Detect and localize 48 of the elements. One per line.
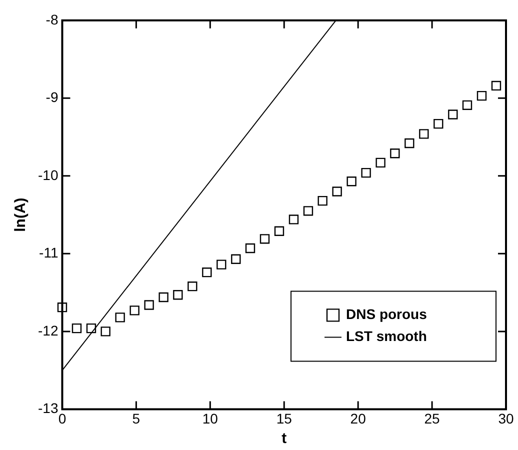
point	[115, 312, 125, 322]
point	[202, 268, 212, 278]
point	[390, 148, 400, 158]
point	[361, 168, 371, 178]
y-tick-label: -10	[38, 166, 58, 183]
point	[476, 90, 487, 101]
point	[245, 243, 256, 254]
x-tick-label: 10	[202, 410, 218, 426]
point	[144, 300, 154, 310]
point	[231, 254, 241, 264]
y-tick-label: -12	[38, 322, 58, 338]
x-tick-label: 15	[276, 410, 292, 426]
point	[491, 80, 502, 91]
point	[173, 290, 183, 300]
point	[100, 326, 110, 336]
point	[419, 129, 429, 139]
legend-label: LST smooth	[346, 328, 427, 344]
point	[448, 110, 458, 120]
y-tick-label: -8	[46, 11, 58, 28]
x-tick-label: 20	[350, 410, 366, 426]
x-tick-label: 30	[498, 410, 514, 426]
y-axis-title: ln(A)	[12, 198, 30, 232]
point	[216, 260, 226, 270]
point	[274, 226, 284, 236]
point	[260, 234, 270, 244]
point	[332, 186, 342, 196]
point	[57, 302, 68, 312]
point	[462, 100, 472, 110]
legend-label: DNS porous	[346, 306, 428, 322]
point	[404, 138, 414, 148]
point	[434, 118, 444, 129]
point	[318, 196, 328, 206]
point	[376, 158, 386, 168]
y-tick-label: -13	[38, 400, 58, 416]
point	[72, 323, 82, 334]
point	[346, 176, 356, 186]
x-tick-label: 0	[58, 410, 66, 426]
x-axis-title: t	[282, 430, 287, 448]
point	[288, 214, 299, 224]
point	[303, 206, 314, 216]
point	[188, 281, 198, 292]
point	[86, 323, 96, 334]
x-tick-label: 5	[132, 410, 140, 426]
point	[130, 306, 140, 316]
x-tick-label: 25	[424, 410, 440, 426]
y-tick-label: -11	[39, 244, 58, 261]
point	[158, 292, 168, 302]
y-tick-label: -9	[46, 89, 58, 106]
